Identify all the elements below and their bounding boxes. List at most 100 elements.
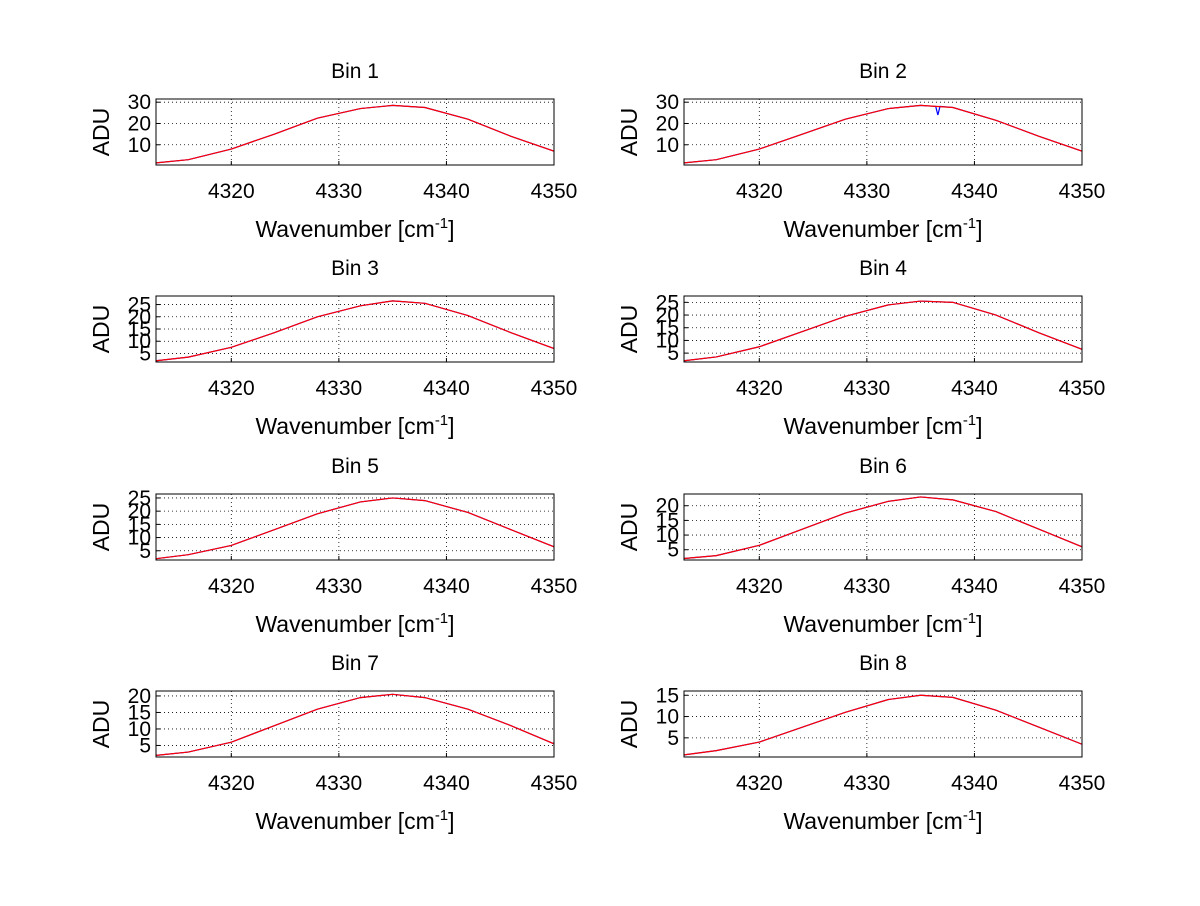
x-axis-label: Wavenumber [cm-1]	[255, 610, 454, 637]
x-tick-label: 4320	[736, 772, 783, 795]
axes-frame	[155, 98, 555, 166]
x-axis-label-end: ]	[976, 413, 982, 439]
x-axis-label-superscript: -1	[963, 807, 976, 824]
y-tick-label: 5	[139, 734, 151, 757]
x-tick-label: 4320	[208, 772, 255, 795]
plot-area	[156, 296, 554, 362]
plot-area	[156, 99, 554, 165]
x-axis-label-text: Wavenumber [cm	[783, 611, 962, 637]
y-tick-label: 20	[128, 112, 151, 135]
y-axis-label: ADU	[88, 305, 114, 354]
x-axis-label: Wavenumber [cm-1]	[255, 215, 454, 242]
x-axis-label: Wavenumber [cm-1]	[783, 610, 982, 637]
x-axis-label-text: Wavenumber [cm	[255, 216, 434, 242]
x-axis-label-end: ]	[448, 216, 454, 242]
x-tick-label: 4330	[844, 772, 891, 795]
x-tick-label: 4320	[736, 377, 783, 400]
x-tick-label: 4330	[844, 180, 891, 203]
chart-title: Bin 8	[859, 652, 907, 675]
plot-area	[156, 691, 554, 757]
y-tick-label: 20	[656, 304, 679, 327]
x-tick-label: 4340	[423, 772, 470, 795]
y-tick-label: 15	[128, 513, 151, 536]
x-tick-label: 4350	[531, 377, 578, 400]
chart-title: Bin 2	[859, 60, 907, 83]
x-axis-label: Wavenumber [cm-1]	[255, 807, 454, 834]
y-tick-label: 5	[667, 342, 679, 365]
chart-title: Bin 7	[331, 652, 379, 675]
y-tick-label: 25	[128, 487, 151, 510]
axes-frame	[683, 690, 1083, 758]
x-tick-label: 4330	[844, 377, 891, 400]
x-axis-label-superscript: -1	[435, 610, 448, 627]
x-axis-label-end: ]	[976, 808, 982, 834]
series-line-2	[684, 104, 1082, 164]
x-tick-label: 4340	[951, 180, 998, 203]
x-axis-label-end: ]	[448, 611, 454, 637]
x-axis-label-superscript: -1	[435, 412, 448, 429]
plot-area	[684, 691, 1082, 757]
axes-frame	[683, 493, 1083, 561]
x-tick-label: 4340	[423, 377, 470, 400]
x-tick-label: 4340	[951, 377, 998, 400]
x-axis-label-text: Wavenumber [cm	[783, 413, 962, 439]
x-tick-label: 4350	[1059, 575, 1106, 598]
y-tick-label: 25	[656, 291, 679, 314]
y-axis-label: ADU	[88, 700, 114, 749]
series-line-2	[684, 694, 1082, 756]
y-tick-label: 15	[128, 318, 151, 341]
series-line-2	[684, 300, 1082, 362]
x-tick-label: 4340	[423, 575, 470, 598]
x-tick-label: 4350	[531, 575, 578, 598]
plot-area	[684, 494, 1082, 560]
x-tick-label: 4350	[1059, 377, 1106, 400]
y-tick-label: 30	[656, 91, 679, 114]
chart-title: Bin 1	[331, 60, 379, 83]
series-line-2	[156, 104, 554, 164]
y-tick-label: 10	[656, 706, 679, 729]
axes-frame	[155, 493, 555, 561]
y-tick-label: 20	[656, 495, 679, 518]
y-tick-label: 5	[139, 540, 151, 563]
y-tick-label: 10	[656, 134, 679, 157]
plot-area	[684, 99, 1082, 165]
chart-title: Bin 6	[859, 455, 907, 478]
series-line-2	[684, 496, 1082, 560]
x-tick-label: 4350	[531, 180, 578, 203]
x-tick-label: 4330	[316, 575, 363, 598]
y-tick-label: 10	[128, 330, 151, 353]
plot-area	[156, 494, 554, 560]
x-axis-label-text: Wavenumber [cm	[783, 808, 962, 834]
y-tick-label: 20	[128, 500, 151, 523]
x-tick-label: 4320	[736, 575, 783, 598]
x-axis-label-superscript: -1	[435, 215, 448, 232]
y-tick-label: 25	[128, 294, 151, 317]
x-tick-label: 4330	[316, 180, 363, 203]
y-tick-label: 15	[656, 317, 679, 340]
axes-frame	[155, 690, 555, 758]
y-tick-label: 5	[667, 539, 679, 562]
x-tick-label: 4330	[316, 772, 363, 795]
x-tick-label: 4320	[736, 180, 783, 203]
y-axis-label: ADU	[616, 503, 642, 552]
y-tick-label: 5	[139, 342, 151, 365]
y-tick-label: 20	[128, 306, 151, 329]
x-tick-label: 4340	[951, 772, 998, 795]
x-axis-label-superscript: -1	[963, 610, 976, 627]
y-tick-label: 5	[667, 727, 679, 750]
x-axis-label: Wavenumber [cm-1]	[783, 215, 982, 242]
series-line-2	[156, 497, 554, 560]
x-axis-label-end: ]	[976, 611, 982, 637]
x-axis-label: Wavenumber [cm-1]	[783, 807, 982, 834]
y-tick-label: 10	[656, 329, 679, 352]
x-axis-label-end: ]	[976, 216, 982, 242]
x-tick-label: 4330	[844, 575, 891, 598]
y-tick-label: 10	[128, 134, 151, 157]
x-tick-label: 4320	[208, 180, 255, 203]
y-axis-label: ADU	[88, 108, 114, 157]
x-tick-label: 4330	[316, 377, 363, 400]
